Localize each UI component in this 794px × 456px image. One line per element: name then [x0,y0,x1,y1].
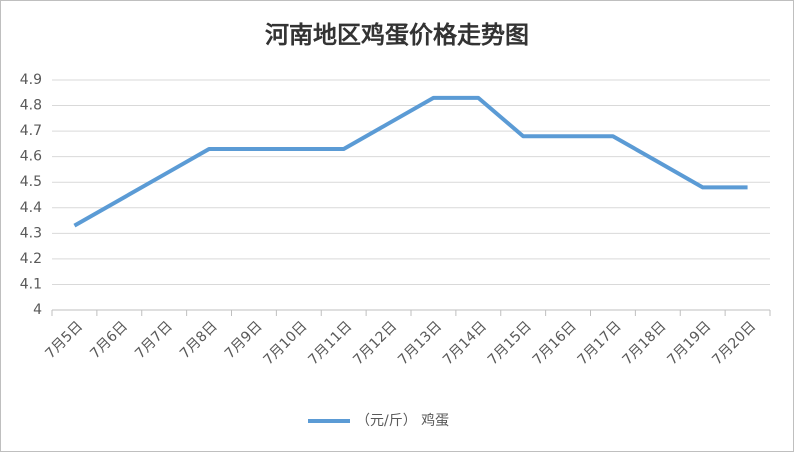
y-tick-label: 4 [33,302,42,318]
y-tick-label: 4.3 [20,225,42,241]
y-tick-label: 4.4 [20,200,42,216]
y-tick-label: 4.5 [20,174,42,190]
y-tick-label: 4.2 [20,251,42,267]
y-tick-label: 4.7 [20,123,42,139]
legend-label: （元/斤） 鸡蛋 [356,412,449,429]
y-tick-label: 4.6 [20,149,42,165]
y-tick-label: 4.1 [20,276,42,292]
y-tick-label: 4.8 [20,98,42,114]
y-tick-label: 4.9 [20,72,42,88]
chart-title: 河南地区鸡蛋价格走势图 [265,21,529,49]
series-line [73,95,748,228]
